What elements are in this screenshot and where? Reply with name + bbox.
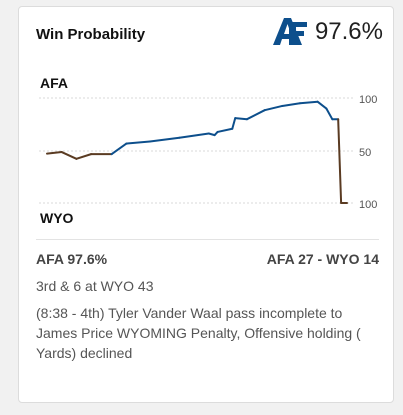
- down-and-distance: 3rd & 6 at WYO 43: [36, 278, 154, 294]
- chart-bottom-team-label: WYO: [40, 210, 74, 226]
- chart-grid: 100 50 100: [39, 94, 377, 211]
- card-title: Win Probability: [36, 26, 146, 43]
- summary-row: AFA 97.6% AFA 27 - WYO 14: [36, 251, 379, 267]
- win-probability-segment: [207, 132, 216, 137]
- win-probability-segment: [246, 109, 266, 121]
- win-probability-segment: [263, 104, 284, 112]
- chart-top-team-label: AFA: [40, 75, 68, 91]
- win-probability-segment: [46, 151, 63, 155]
- win-probability-segment: [325, 107, 334, 121]
- leader-win-probability: 97.6%: [314, 18, 383, 45]
- y-tick-label-bottom: 100: [359, 199, 377, 211]
- win-probability-segment: [281, 102, 301, 107]
- win-probability-card: Win Probability 97.6% AFA WYO 100 50 100…: [18, 6, 394, 403]
- win-probability-segment: [148, 136, 181, 143]
- chart-series: [46, 100, 348, 204]
- win-probability-segment: [234, 117, 248, 121]
- section-divider: [36, 239, 379, 240]
- summary-probability: AFA 97.6%: [36, 251, 108, 267]
- win-probability-segment: [337, 118, 343, 204]
- win-probability-segment: [178, 132, 210, 139]
- y-tick-label-mid: 50: [359, 147, 371, 159]
- play-description: (8:38 - 4th) Tyler Vander Waal pass inco…: [36, 305, 361, 361]
- win-probability-segment: [60, 151, 78, 160]
- afa-logo: [272, 18, 307, 45]
- win-probability-segment: [125, 140, 151, 145]
- win-probability-segment: [216, 127, 234, 133]
- win-probability-segment: [316, 100, 328, 110]
- summary-score: AFA 27 - WYO 14: [266, 251, 379, 267]
- y-tick-label-top: 100: [359, 94, 377, 106]
- win-probability-segment: [298, 100, 319, 105]
- win-probability-segment: [231, 117, 237, 130]
- win-probability-segment: [75, 153, 93, 160]
- win-probability-chart: 100 50 100: [39, 94, 377, 211]
- leader-info: 97.6%: [271, 15, 383, 49]
- win-probability-segment: [110, 142, 128, 156]
